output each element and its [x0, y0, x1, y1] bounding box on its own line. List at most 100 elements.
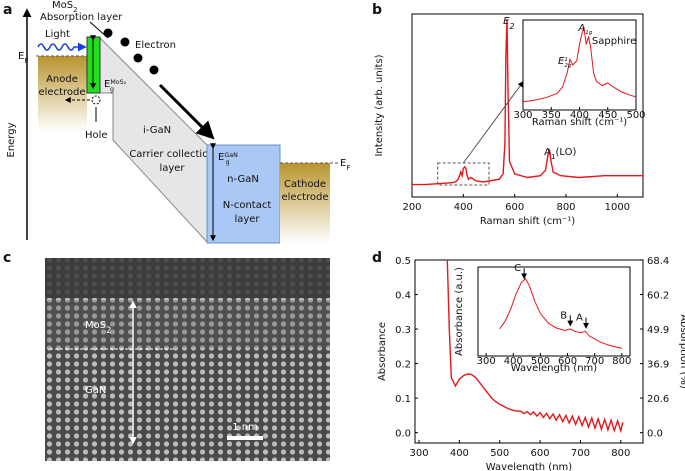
- y-tick-label: 0.1: [395, 394, 411, 405]
- x-tick-label: 400: [570, 110, 589, 121]
- label: EMoS₂ g: [104, 79, 127, 93]
- text-part: MoS: [52, 0, 73, 11]
- axis-label: Energy: [6, 122, 17, 157]
- x-axis-label: Wavelength (nm): [511, 363, 597, 374]
- y2-tick-label: 68.4: [647, 256, 669, 267]
- label: Carrier collection: [129, 149, 214, 160]
- x-tick-label: 500: [531, 356, 550, 367]
- hole: [91, 95, 101, 105]
- x-tick-label: 350: [542, 110, 561, 121]
- panel-label: a: [3, 2, 12, 18]
- y-tick-label: 0.5: [395, 256, 411, 267]
- text-part: 1: [551, 153, 555, 161]
- label: EF: [18, 51, 28, 65]
- label: n-GaN: [227, 174, 259, 185]
- y2-axis-label: Absorption (%): [678, 314, 685, 389]
- x-tick-label: 600: [531, 448, 550, 459]
- text-part: 2: [509, 22, 514, 31]
- mos2-band: [45, 300, 330, 348]
- annotation: A1(LO): [544, 147, 576, 161]
- panel-label: b: [372, 2, 382, 18]
- label: Cathode: [284, 179, 326, 190]
- x-tick-label: 450: [598, 110, 617, 121]
- label: N-contact: [223, 200, 272, 211]
- x-axis-label: Raman shift (cm⁻¹): [532, 117, 627, 128]
- label: layer: [234, 214, 260, 225]
- text-part: 1: [564, 57, 568, 63]
- x-tick-label: 400: [454, 202, 473, 213]
- text-part: F: [24, 57, 28, 65]
- text-part: A: [577, 23, 585, 34]
- label: MoS2: [52, 0, 78, 14]
- y-tick-label: 0.3: [395, 325, 411, 336]
- text-part: A: [576, 313, 583, 324]
- electron: [149, 65, 159, 75]
- x-tick-label: 700: [571, 448, 590, 459]
- text-part: F: [346, 164, 350, 172]
- text-part: MoS: [85, 320, 106, 331]
- x-tick-label: 800: [611, 448, 630, 459]
- label: EF: [340, 158, 350, 172]
- label: Electron: [135, 40, 176, 51]
- x-tick-label: 400: [504, 356, 523, 367]
- text-part: B: [560, 310, 567, 321]
- text-part: E: [558, 56, 565, 67]
- annotation: C: [514, 263, 521, 274]
- x-tick-label: 1000: [605, 202, 630, 213]
- y2-tick-label: 20.6: [647, 394, 669, 405]
- text-part: MoS₂: [110, 79, 126, 86]
- x-axis-label: Raman shift (cm⁻¹): [480, 216, 575, 227]
- text-part: E: [104, 79, 110, 90]
- label: EGaN g: [218, 152, 238, 166]
- text-part: E: [218, 152, 224, 163]
- annotation: A1g: [577, 23, 592, 36]
- text-part: g: [226, 159, 230, 166]
- text-part: Sapphire: [592, 36, 636, 47]
- text-part: (LO): [555, 147, 576, 158]
- text-part: 2: [73, 6, 77, 14]
- x-tick-label: 600: [505, 202, 524, 213]
- zoom-arrow: [462, 81, 524, 164]
- x-tick-label: 700: [585, 356, 604, 367]
- band-diagram: Energy Anode electrode EF MoS2 Absorptio…: [6, 0, 350, 244]
- zoom-box: [437, 162, 490, 186]
- y-axis-label: Absorbance (a.u.): [454, 267, 465, 356]
- scale-label: 1 nm: [232, 422, 258, 433]
- text-part: 2: [106, 325, 111, 335]
- annotation: Sapphire: [592, 36, 636, 47]
- y-axis-label: Absorbance: [377, 322, 388, 381]
- label: GaN: [85, 385, 106, 396]
- label: Absorption layer: [40, 12, 123, 23]
- electron: [120, 37, 130, 47]
- scale-bar: [227, 436, 263, 440]
- y-tick-label: 0.2: [395, 360, 411, 371]
- text-part: g: [110, 86, 114, 93]
- label: Hole: [85, 130, 108, 141]
- x-tick-label: 400: [450, 448, 469, 459]
- y2-tick-label: 36.9: [647, 360, 669, 371]
- text-part: C: [514, 263, 521, 274]
- annotation: E2: [503, 16, 514, 31]
- x-axis-label: Wavelength (nm): [486, 462, 572, 471]
- text-part: 2g: [564, 63, 572, 69]
- drift-arrow: [158, 83, 215, 140]
- label: layer: [159, 163, 185, 174]
- panel-label: d: [372, 250, 382, 266]
- text-part: A: [544, 147, 551, 158]
- label: i-GaN: [143, 125, 171, 136]
- y2-tick-label: 60.2: [647, 290, 669, 301]
- electron: [133, 53, 143, 63]
- data-line: [499, 277, 623, 349]
- y-axis-label: Intensity (arb. units): [374, 54, 385, 156]
- text-part: GaN: [224, 152, 238, 159]
- y-tick-label: 0.0: [395, 429, 411, 440]
- label: electrode: [38, 87, 85, 98]
- x-tick-label: 500: [490, 448, 509, 459]
- plot-frame: [522, 19, 637, 111]
- annotation: B: [560, 310, 567, 321]
- label: Anode: [46, 74, 78, 85]
- label: electrode: [281, 192, 328, 203]
- text-part: E: [18, 51, 24, 62]
- y2-tick-label: 0.0: [647, 429, 663, 440]
